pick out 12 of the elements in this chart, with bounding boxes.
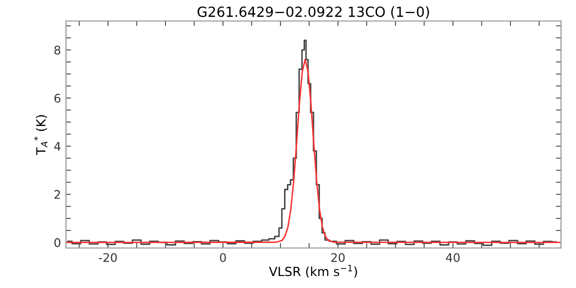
x-tick-label: 20	[331, 253, 345, 262]
chart-title: G261.6429−02.0922 13CO (1−0)	[198, 6, 429, 19]
y-tick-label: 8	[54, 46, 60, 55]
y-tick-label: 6	[54, 94, 60, 103]
y-axis-title: T$_{A}$$^{*}$ (K)	[34, 115, 48, 155]
x-tick-label: 40	[446, 253, 460, 262]
x-tick-label: 0	[220, 253, 226, 262]
y-tick-label: 2	[54, 190, 60, 199]
y-tick-label: 4	[54, 142, 60, 151]
x-axis-title: VLSR (km s$^{−1}$)	[269, 264, 357, 278]
y-tick-label: 0	[54, 238, 60, 248]
x-tick-label: -20	[98, 253, 117, 262]
